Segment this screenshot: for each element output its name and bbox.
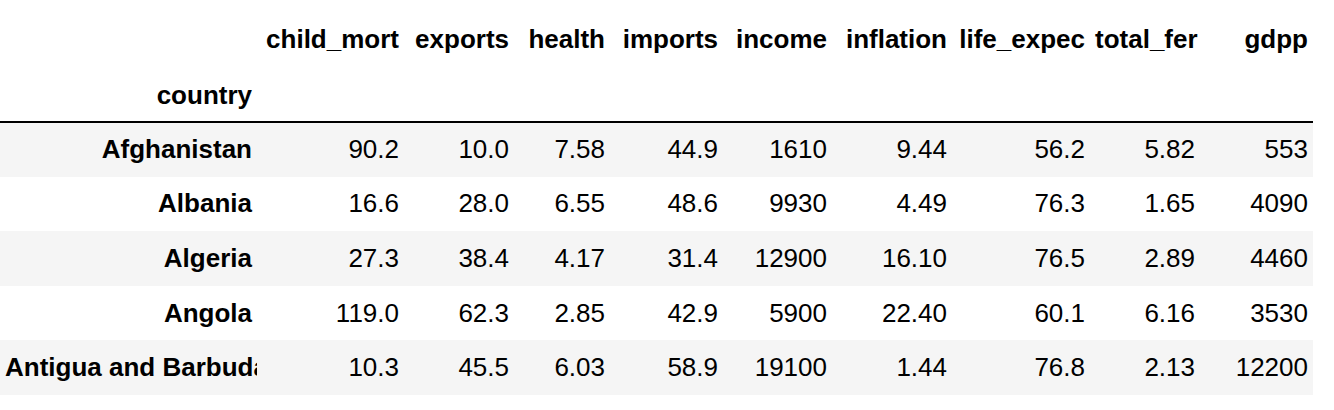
dataframe-output: child_mortexportshealthimportsincomeinfl…	[0, 0, 1334, 395]
index-name-row-spacer	[723, 69, 832, 122]
cell-gdpp: 4090	[1200, 177, 1313, 232]
cell-health: 4.17	[514, 231, 610, 286]
cell-income: 5900	[723, 286, 832, 341]
cell-total_fer: 2.89	[1090, 231, 1200, 286]
cell-exports: 45.5	[404, 340, 514, 395]
cell-inflation: 16.10	[832, 231, 952, 286]
cell-exports: 10.0	[404, 122, 514, 177]
index-name-row-spacer	[1200, 69, 1313, 122]
index-name-row-spacer	[952, 69, 1090, 122]
cell-gdpp: 12200	[1200, 340, 1313, 395]
table-row: Antigua and Barbuda10.345.56.0358.919100…	[0, 340, 1313, 395]
cell-life_expec: 60.1	[952, 286, 1090, 341]
table-header: child_mortexportshealthimportsincomeinfl…	[0, 10, 1313, 122]
table-row: Angola119.062.32.8542.9590022.4060.16.16…	[0, 286, 1313, 341]
cell-imports: 31.4	[610, 231, 723, 286]
row-index-label: Angola	[0, 286, 257, 341]
cell-child_mort: 16.6	[257, 177, 404, 232]
row-index-label: Antigua and Barbuda	[0, 340, 257, 395]
column-header-imports: imports	[610, 10, 723, 69]
cell-health: 2.85	[514, 286, 610, 341]
cell-income: 19100	[723, 340, 832, 395]
dataframe-table: child_mortexportshealthimportsincomeinfl…	[0, 10, 1313, 395]
cell-child_mort: 10.3	[257, 340, 404, 395]
index-name-row-spacer	[1090, 69, 1200, 122]
cell-imports: 58.9	[610, 340, 723, 395]
column-header-life_expec: life_expec	[952, 10, 1090, 69]
cell-exports: 38.4	[404, 231, 514, 286]
cell-child_mort: 27.3	[257, 231, 404, 286]
cell-life_expec: 76.3	[952, 177, 1090, 232]
table-body: Afghanistan90.210.07.5844.916109.4456.25…	[0, 122, 1313, 395]
cell-child_mort: 119.0	[257, 286, 404, 341]
column-header-exports: exports	[404, 10, 514, 69]
cell-health: 6.55	[514, 177, 610, 232]
index-name-row-spacer	[832, 69, 952, 122]
column-header-gdpp: gdpp	[1200, 10, 1313, 69]
index-name-row-spacer	[610, 69, 723, 122]
corner-header-cell	[0, 10, 257, 69]
cell-imports: 44.9	[610, 122, 723, 177]
cell-inflation: 22.40	[832, 286, 952, 341]
index-name-label: country	[0, 69, 257, 122]
cell-income: 12900	[723, 231, 832, 286]
cell-life_expec: 76.5	[952, 231, 1090, 286]
cell-inflation: 9.44	[832, 122, 952, 177]
cell-gdpp: 553	[1200, 122, 1313, 177]
cell-exports: 62.3	[404, 286, 514, 341]
index-name-row: country	[0, 69, 1313, 122]
cell-total_fer: 1.65	[1090, 177, 1200, 232]
row-index-label: Afghanistan	[0, 122, 257, 177]
cell-total_fer: 6.16	[1090, 286, 1200, 341]
index-name-row-spacer	[514, 69, 610, 122]
index-name-row-spacer	[257, 69, 404, 122]
column-header-health: health	[514, 10, 610, 69]
cell-inflation: 1.44	[832, 340, 952, 395]
table-row: Algeria27.338.44.1731.41290016.1076.52.8…	[0, 231, 1313, 286]
cell-total_fer: 2.13	[1090, 340, 1200, 395]
cell-health: 7.58	[514, 122, 610, 177]
column-header-income: income	[723, 10, 832, 69]
cell-gdpp: 4460	[1200, 231, 1313, 286]
cell-total_fer: 5.82	[1090, 122, 1200, 177]
column-header-inflation: inflation	[832, 10, 952, 69]
cell-gdpp: 3530	[1200, 286, 1313, 341]
row-index-label: Algeria	[0, 231, 257, 286]
cell-income: 9930	[723, 177, 832, 232]
cell-inflation: 4.49	[832, 177, 952, 232]
cell-income: 1610	[723, 122, 832, 177]
column-header-total_fer: total_fer	[1090, 10, 1200, 69]
column-header-child_mort: child_mort	[257, 10, 404, 69]
index-name-row-spacer	[404, 69, 514, 122]
cell-child_mort: 90.2	[257, 122, 404, 177]
table-row: Albania16.628.06.5548.699304.4976.31.654…	[0, 177, 1313, 232]
column-header-row: child_mortexportshealthimportsincomeinfl…	[0, 10, 1313, 69]
row-index-label: Albania	[0, 177, 257, 232]
cell-life_expec: 76.8	[952, 340, 1090, 395]
cell-exports: 28.0	[404, 177, 514, 232]
cell-health: 6.03	[514, 340, 610, 395]
cell-imports: 42.9	[610, 286, 723, 341]
cell-imports: 48.6	[610, 177, 723, 232]
table-row: Afghanistan90.210.07.5844.916109.4456.25…	[0, 122, 1313, 177]
cell-life_expec: 56.2	[952, 122, 1090, 177]
